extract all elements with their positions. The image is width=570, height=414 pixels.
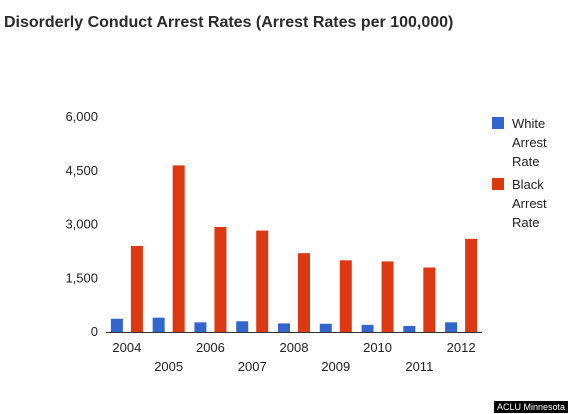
- y-tick-label: 3,000: [65, 217, 98, 232]
- bar-black-2012: [465, 238, 478, 332]
- bar-white-2011: [403, 325, 416, 332]
- bar-black-2011: [423, 267, 436, 332]
- y-tick-label: 0: [91, 324, 98, 339]
- x-tick-label: 2010: [363, 340, 392, 355]
- x-tick-label: 2005: [154, 359, 183, 374]
- bar-black-2009: [339, 260, 352, 332]
- bar-black-2008: [298, 253, 310, 332]
- legend-item-black: Black Arrest Rate: [492, 175, 568, 232]
- legend-label-white: White Arrest Rate: [512, 116, 547, 169]
- x-tick-label: 2007: [238, 359, 267, 374]
- bar-white-2007: [236, 321, 249, 332]
- bar-black-2006: [214, 227, 227, 332]
- chart-title: Disorderly Conduct Arrest Rates (Arrest …: [4, 14, 454, 31]
- bar-black-2007: [256, 230, 269, 332]
- x-tick-label: 2006: [196, 340, 225, 355]
- legend-swatch-white: [492, 117, 504, 129]
- x-tick-label: 2012: [447, 340, 476, 355]
- legend-swatch-black: [492, 178, 504, 190]
- bar-black-2005: [172, 165, 185, 332]
- chart-legend: White Arrest Rate Black Arrest Rate: [492, 114, 568, 236]
- legend-label-black: Black Arrest Rate: [512, 177, 547, 230]
- bar-white-2009: [319, 323, 332, 332]
- x-tick-label: 2009: [321, 359, 350, 374]
- bar-white-2010: [361, 324, 374, 332]
- bar-white-2008: [278, 323, 290, 332]
- bar-black-2010: [381, 261, 394, 332]
- y-tick-label: 6,000: [65, 109, 98, 124]
- bar-white-2006: [194, 322, 207, 332]
- bar-black-2004: [130, 246, 143, 332]
- bar-white-2005: [152, 317, 165, 332]
- y-tick-label: 4,500: [65, 163, 98, 178]
- x-tick-label: 2008: [280, 340, 309, 355]
- legend-item-white: White Arrest Rate: [492, 114, 568, 171]
- source-credit-badge: ACLU Minnesota: [493, 401, 568, 413]
- bar-white-2004: [110, 318, 123, 332]
- x-tick-label: 2004: [112, 340, 141, 355]
- y-tick-label: 1,500: [65, 270, 98, 285]
- x-tick-label: 2011: [405, 359, 433, 374]
- bar-white-2012: [445, 322, 458, 332]
